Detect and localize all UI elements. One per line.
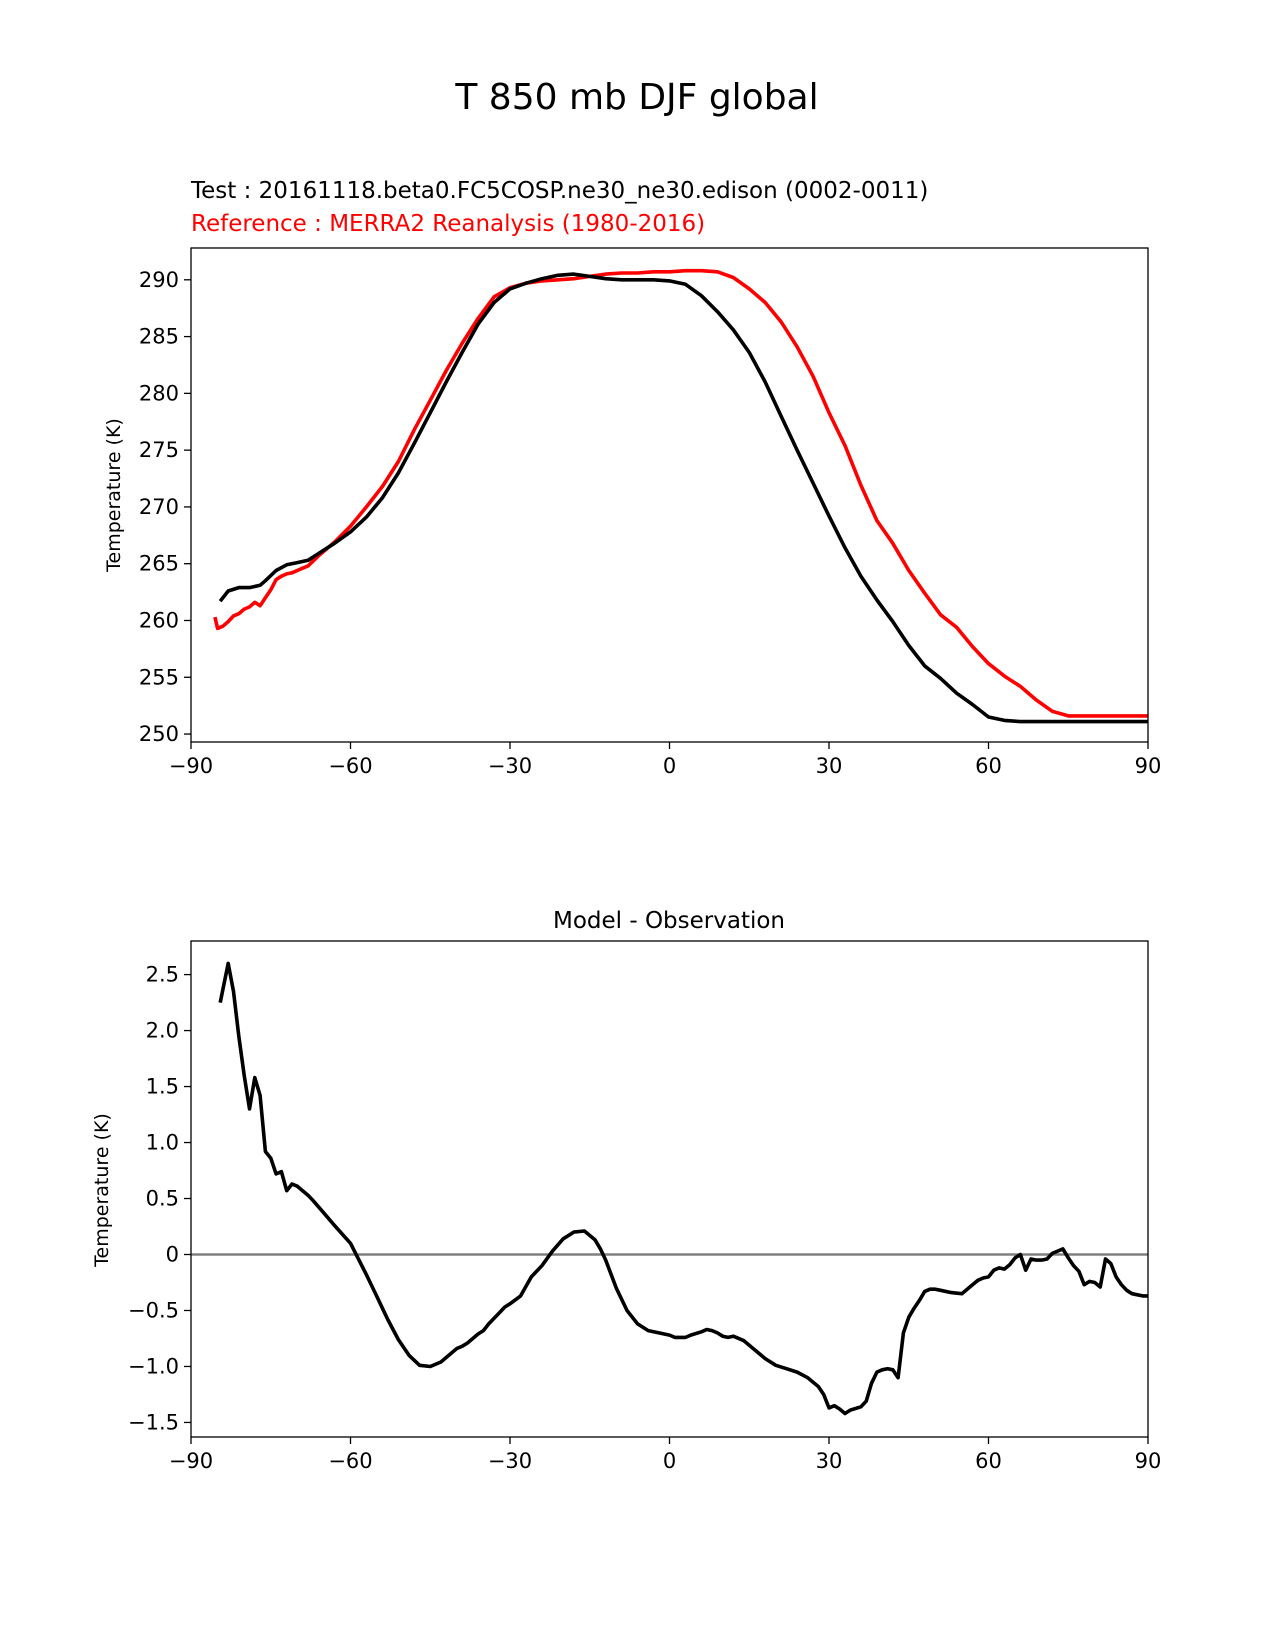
y-tick-label: 250 — [139, 722, 179, 746]
x-tick-label: 0 — [663, 1449, 676, 1473]
panel-model-minus-observation: Model - Observation Temperature (K) −90−… — [91, 908, 1161, 1473]
y-tick-label: 2.0 — [146, 1019, 179, 1043]
figure-suptitle: T 850 mb DJF global — [454, 77, 818, 118]
x-tick-label: −60 — [328, 754, 372, 778]
y-tick-label: 275 — [139, 438, 179, 462]
test-label: Test : 20161118.beta0.FC5COSP.ne30_ne30.… — [190, 178, 928, 204]
y-tick-label: −0.5 — [128, 1298, 179, 1322]
x-tick-label: 30 — [816, 1449, 843, 1473]
y-tick-label: 260 — [139, 608, 179, 632]
x-tick-label: 60 — [975, 754, 1002, 778]
y-tick-label: −1.5 — [128, 1410, 179, 1434]
reference-series-line — [213, 268, 1148, 718]
y-tick-label: 255 — [139, 665, 179, 689]
y-tick-label: 270 — [139, 495, 179, 519]
y-tick-label: 280 — [139, 381, 179, 405]
panel1-axes: −90 −60 −30 0 30 60 90 250 255 260 265 270 275 280 285… — [139, 268, 1161, 778]
x-tick-label: 90 — [1135, 754, 1162, 778]
panel2-title: Model - Observation — [553, 908, 785, 934]
x-tick-label: 90 — [1135, 1449, 1162, 1473]
panel2-ylabel: Temperature (K) — [91, 1113, 113, 1268]
y-tick-label: 2.5 — [146, 963, 179, 987]
panel-test-vs-reference: Test : 20161118.beta0.FC5COSP.ne30_ne30.… — [103, 178, 1161, 778]
y-tick-label: 0 — [166, 1242, 179, 1266]
x-tick-label: 30 — [816, 754, 843, 778]
x-tick-label: −60 — [328, 1449, 372, 1473]
panel2-frame — [190, 940, 1149, 1438]
panel1-ylabel: Temperature (K) — [103, 418, 125, 573]
x-tick-label: 0 — [663, 754, 676, 778]
y-tick-label: 0.5 — [146, 1187, 179, 1211]
x-tick-label: 60 — [975, 1449, 1002, 1473]
x-tick-label: −30 — [488, 754, 532, 778]
y-tick-label: 285 — [139, 325, 179, 349]
x-tick-label: −90 — [169, 754, 213, 778]
panel1-series — [213, 268, 1148, 724]
x-tick-label: −30 — [488, 1449, 532, 1473]
y-tick-label: 265 — [139, 552, 179, 576]
y-tick-label: 290 — [139, 268, 179, 292]
y-tick-label: −1.0 — [128, 1354, 179, 1378]
panel2-series — [191, 961, 1148, 1416]
y-tick-label: 1.0 — [146, 1131, 179, 1155]
test-series-line — [218, 272, 1148, 724]
panel1-frame — [190, 247, 1149, 743]
panel2-axes: −90 −60 −30 0 30 60 90 −1.5 −1.0 −0.5 0 0.5 1.0 1.5 2.… — [128, 963, 1161, 1473]
y-tick-label: 1.5 — [146, 1075, 179, 1099]
diff-series-line — [218, 961, 1148, 1416]
x-tick-label: −90 — [169, 1449, 213, 1473]
reference-label: Reference : MERRA2 Reanalysis (1980-2016… — [191, 211, 705, 237]
